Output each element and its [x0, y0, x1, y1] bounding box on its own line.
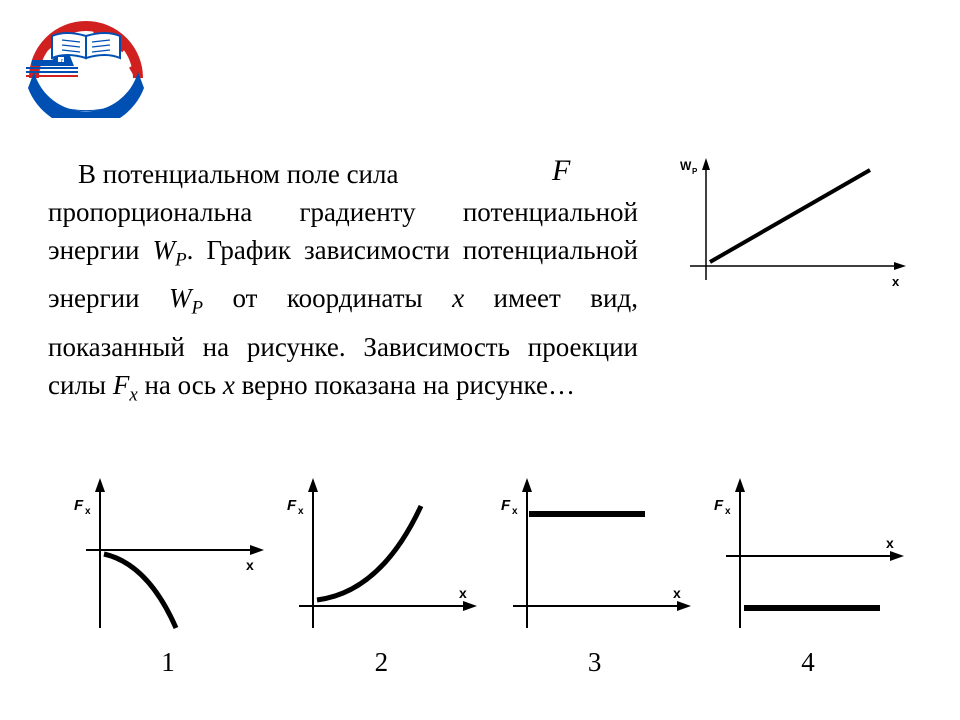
- svg-text:F: F: [501, 497, 511, 514]
- svg-text:x: x: [459, 585, 467, 601]
- university-logo: U РГУПС: [16, 8, 156, 118]
- svg-text:x: x: [512, 506, 518, 517]
- option-2: F x x 2: [281, 478, 481, 668]
- svg-text:W: W: [680, 159, 692, 173]
- option-4-label: 4: [708, 647, 908, 678]
- svg-text:P: P: [692, 167, 698, 176]
- svg-text:x: x: [246, 557, 254, 573]
- option-4: F x x 4: [708, 478, 908, 668]
- svg-text:x: x: [886, 535, 894, 551]
- option-2-label: 2: [281, 647, 481, 678]
- option-1: F x x 1: [68, 478, 268, 668]
- symbol-F: F: [552, 152, 570, 190]
- svg-text:x: x: [85, 506, 91, 517]
- svg-text:x: x: [298, 506, 304, 517]
- option-3-label: 3: [495, 647, 695, 678]
- text-body: пропорциональна градиенту потенциальной …: [48, 193, 638, 414]
- svg-text:F: F: [287, 497, 297, 514]
- svg-text:x: x: [892, 274, 900, 289]
- problem-text: В потенциальном поле сила F пропорционал…: [48, 155, 638, 414]
- text-intro: В потенциальном поле сила: [78, 159, 398, 189]
- svg-text:x: x: [673, 585, 681, 601]
- option-1-label: 1: [68, 647, 268, 678]
- logo-text: РГУПС: [61, 75, 111, 92]
- answer-options: F x x 1 F x x 2 F x x: [68, 478, 908, 668]
- svg-text:x: x: [725, 506, 731, 517]
- svg-text:F: F: [74, 497, 84, 514]
- text-line-1: В потенциальном поле сила F: [48, 155, 638, 193]
- wp-chart: W P x: [660, 150, 920, 320]
- svg-text:F: F: [714, 497, 724, 514]
- option-3: F x x 3: [495, 478, 695, 668]
